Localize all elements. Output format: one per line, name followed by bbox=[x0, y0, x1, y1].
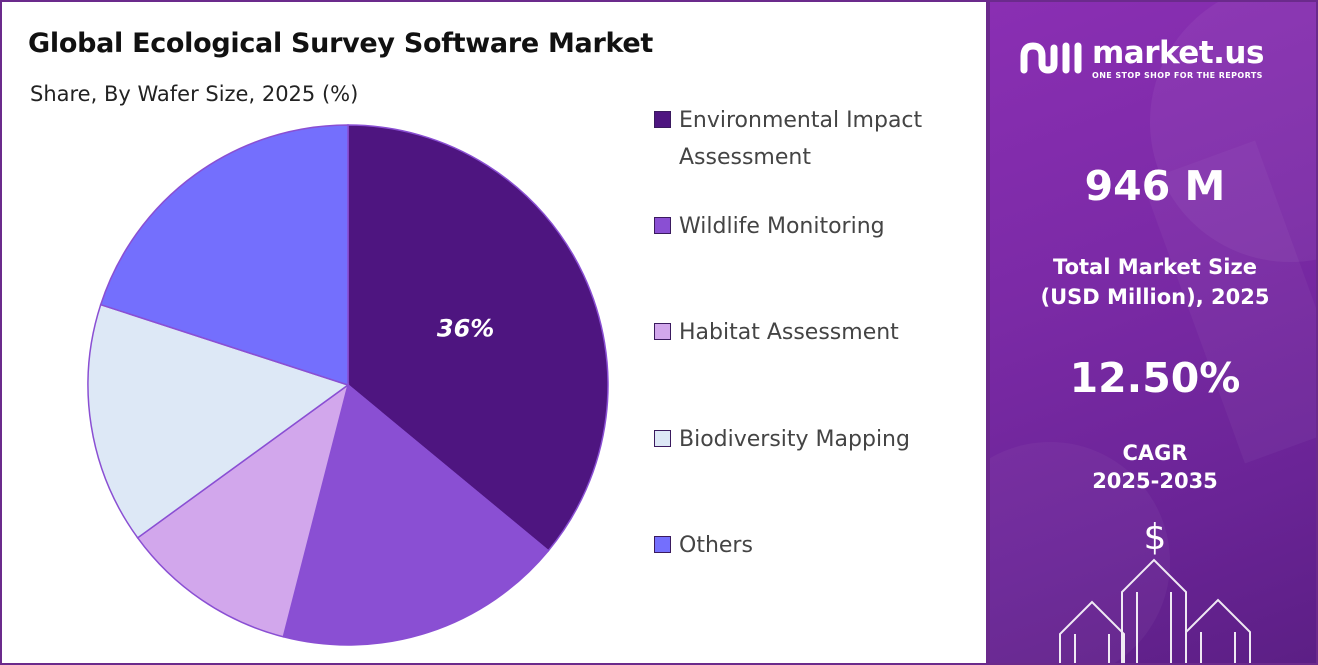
legend-item-habitat-assessment: Habitat Assessment bbox=[654, 314, 969, 351]
legend-item-wildlife-monitoring: Wildlife Monitoring bbox=[654, 208, 969, 245]
market-size-label-line2: (USD Million), 2025 bbox=[1040, 285, 1270, 309]
background-decoration bbox=[990, 2, 1316, 663]
legend-label: Habitat Assessment bbox=[679, 320, 899, 345]
brand-text: market.us ONE STOP SHOP FOR THE REPORTS bbox=[1092, 37, 1264, 80]
stats-panel: market.us ONE STOP SHOP FOR THE REPORTS … bbox=[988, 0, 1318, 665]
legend-item-environmental-impact-assessment: Environmental Impact Assessment bbox=[654, 102, 969, 176]
pie-slice-others bbox=[99, 124, 349, 387]
cagr-label-line2: 2025-2035 bbox=[1092, 469, 1218, 493]
legend-label: Environmental Impact Assessment bbox=[679, 108, 923, 170]
market-us-logo-icon bbox=[1020, 42, 1082, 74]
market-size-value: 946 M bbox=[1084, 162, 1226, 210]
pie-labels: 36% bbox=[437, 315, 494, 343]
cagr-value: 12.50% bbox=[1069, 354, 1241, 402]
legend-swatch bbox=[654, 536, 671, 553]
brand-logo-row: market.us ONE STOP SHOP FOR THE REPORTS bbox=[1020, 34, 1264, 82]
pie-slice-environmental-impact-assessment bbox=[347, 124, 609, 552]
chart-subtitle: Share, By Wafer Size, 2025 (%) bbox=[30, 82, 359, 106]
pie-slice-biodiversity-mapping bbox=[87, 303, 350, 539]
pie-slice-wildlife-monitoring bbox=[282, 383, 550, 646]
chart-title: Global Ecological Survey Software Market bbox=[28, 28, 654, 59]
brand-name: market.us bbox=[1092, 34, 1264, 71]
chart-panel: Global Ecological Survey Software Market… bbox=[0, 0, 988, 665]
legend-label: Wildlife Monitoring bbox=[679, 214, 885, 239]
growth-arrows-icon bbox=[1059, 558, 1251, 663]
legend-swatch bbox=[654, 111, 671, 128]
dollar-icon: $ bbox=[1143, 517, 1167, 558]
legend-item-biodiversity-mapping: Biodiversity Mapping bbox=[654, 421, 969, 458]
market-size-label-line1: Total Market Size bbox=[1053, 255, 1257, 279]
cagr-label-line1: CAGR bbox=[1122, 441, 1188, 465]
pie-slices bbox=[87, 124, 609, 646]
pie-slice-habitat-assessment bbox=[136, 383, 350, 638]
brand-tagline: ONE STOP SHOP FOR THE REPORTS bbox=[1092, 70, 1263, 80]
pie-chart: 36% bbox=[87, 124, 609, 646]
legend-swatch bbox=[654, 323, 671, 340]
legend-label: Biodiversity Mapping bbox=[679, 427, 910, 452]
legend-label: Others bbox=[679, 533, 753, 558]
pie-data-label: 36% bbox=[437, 315, 494, 343]
legend-swatch bbox=[654, 217, 671, 234]
legend-swatch bbox=[654, 430, 671, 447]
legend-item-others: Others bbox=[654, 527, 969, 564]
